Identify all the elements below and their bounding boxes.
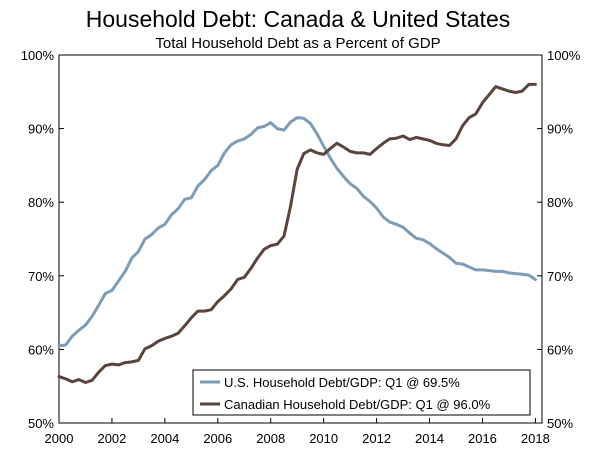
x-axis-ticks: 2000 2002 2004 2006 2008 2010 2012 2014 2016 2018 bbox=[45, 418, 550, 446]
y-axis-ticks: 50% 50% 60% 60% 70% 70% 80% 80% 90% 90% 100% 100% bbox=[21, 48, 581, 431]
series-lines bbox=[57, 82, 537, 384]
y-tick-label-right: 90% bbox=[547, 122, 573, 137]
y-tick-label-left: 90% bbox=[28, 122, 54, 137]
y-tick-label-right: 70% bbox=[547, 269, 573, 284]
x-tick-label: 2012 bbox=[362, 431, 391, 446]
y-tick-label-left: 80% bbox=[28, 195, 54, 210]
legend-box bbox=[192, 369, 531, 416]
y-tick-label-left: 70% bbox=[28, 269, 54, 284]
x-tick-label: 2016 bbox=[468, 431, 497, 446]
y-tick-label-left: 100% bbox=[21, 48, 55, 63]
x-tick-label: 2010 bbox=[309, 431, 338, 446]
y-tick-label-left: 50% bbox=[28, 416, 54, 431]
y-tick-label-right: 80% bbox=[547, 195, 573, 210]
x-tick-label: 2008 bbox=[256, 431, 285, 446]
x-tick-label: 2004 bbox=[150, 431, 179, 446]
legend-label-us: U.S. Household Debt/GDP: Q1 @ 69.5% bbox=[224, 375, 460, 390]
legend-label-canada: Canadian Household Debt/GDP: Q1 @ 96.0% bbox=[224, 397, 491, 412]
chart-title: Household Debt: Canada & United States bbox=[86, 6, 511, 32]
x-tick-label: 2000 bbox=[45, 431, 74, 446]
chart-subtitle: Total Household Debt as a Percent of GDP bbox=[155, 35, 440, 52]
x-tick-label: 2006 bbox=[203, 431, 232, 446]
legend: U.S. Household Debt/GDP: Q1 @ 69.5% Cana… bbox=[192, 369, 531, 416]
canada-debt-line bbox=[57, 82, 537, 384]
y-tick-label-right: 50% bbox=[547, 416, 573, 431]
x-tick-label: 2014 bbox=[415, 431, 444, 446]
plot-area bbox=[58, 54, 543, 424]
x-tick-label: 2018 bbox=[521, 431, 550, 446]
x-tick-label: 2002 bbox=[97, 431, 126, 446]
y-tick-label-right: 60% bbox=[547, 342, 573, 357]
y-tick-label-right: 100% bbox=[547, 48, 581, 63]
us-debt-line bbox=[57, 116, 537, 348]
y-tick-label-left: 60% bbox=[28, 342, 54, 357]
